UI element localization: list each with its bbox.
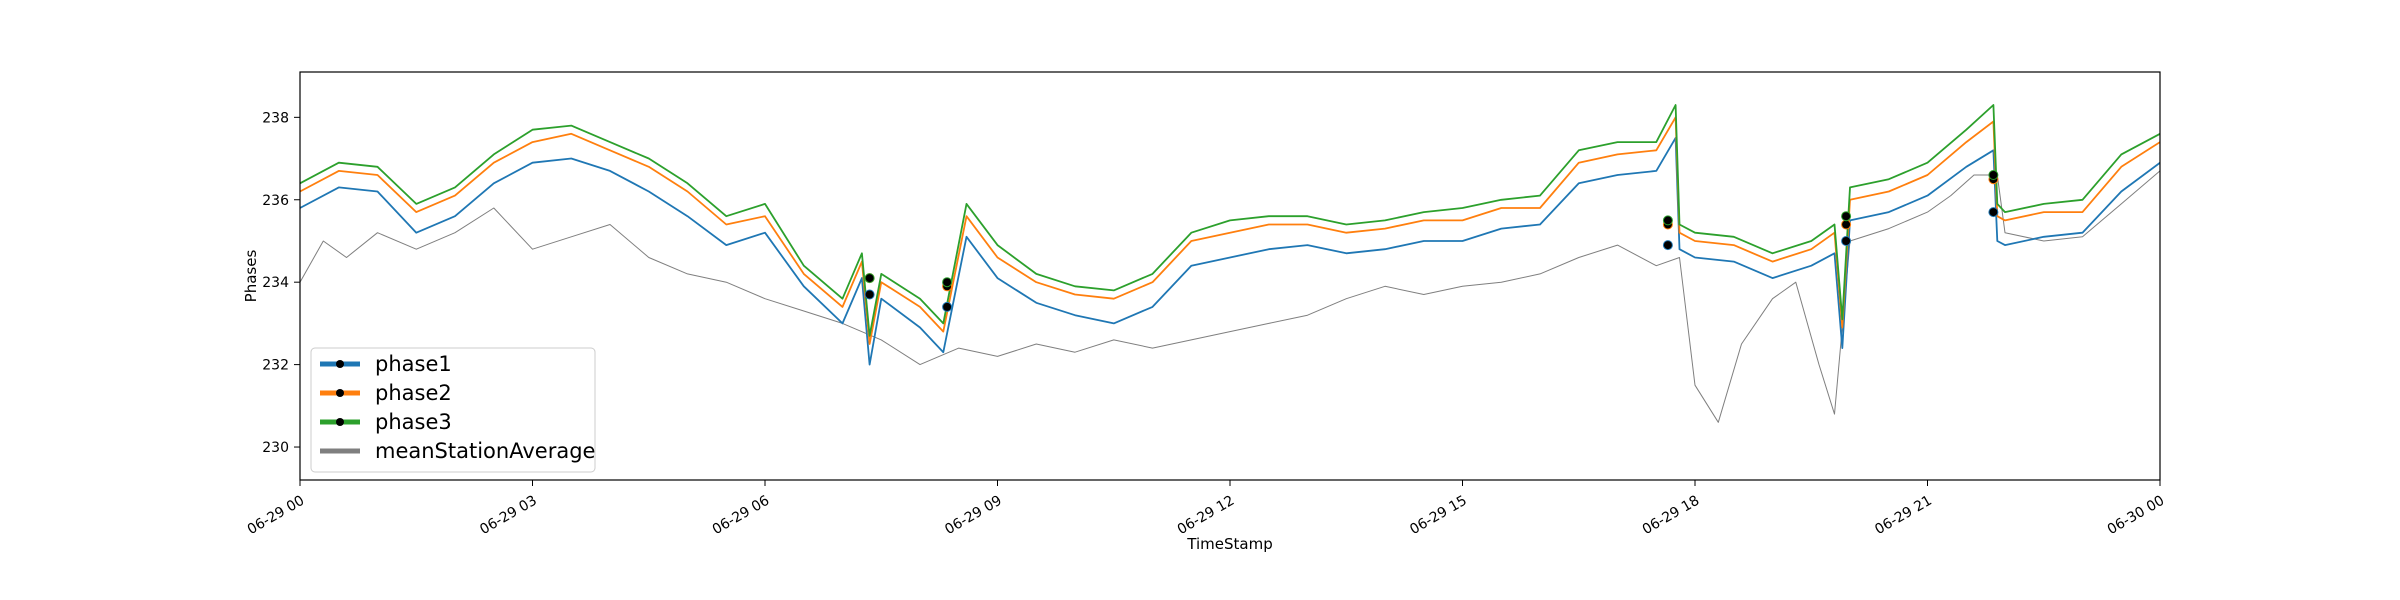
marker-layer: [864, 170, 1999, 312]
marker-phase1-2: [1662, 240, 1673, 251]
y-tick-label-4: 238: [262, 110, 289, 126]
legend-marker-phase2: [336, 389, 344, 397]
x-axis-label: TimeStamp: [1186, 535, 1272, 553]
series-line-meanStationAverage: [299, 170, 2161, 423]
y-tick-label-2: 234: [262, 275, 289, 291]
y-axis-label: Phases: [242, 250, 260, 303]
marker-phase1-0: [864, 289, 875, 300]
marker-phase1-1: [942, 301, 953, 312]
legend-label-phase3: phase3: [375, 410, 452, 434]
y-tick-label-1: 232: [262, 358, 289, 374]
legend-label-meanStationAverage: meanStationAverage: [375, 439, 595, 463]
legend-label-phase1: phase1: [375, 352, 452, 376]
legend-label-phase2: phase2: [375, 381, 452, 405]
marker-phase3-2: [1662, 215, 1673, 226]
marker-phase3-1: [942, 277, 953, 288]
legend: phase1 phase2 phase3 meanStationAverage: [310, 347, 596, 473]
marker-phase2-3: [1841, 219, 1852, 230]
legend-box: [310, 347, 596, 473]
series-line-phase1: [299, 136, 2161, 366]
series-layer: [299, 104, 2161, 423]
legend-marker-phase1: [336, 360, 344, 368]
series-line-phase3: [299, 104, 2161, 337]
series-line-phase2: [299, 116, 2161, 345]
marker-phase3-4: [1988, 170, 1999, 180]
y-tick-label-3: 236: [262, 193, 289, 209]
marker-phase1-3: [1841, 236, 1852, 246]
legend-marker-phase3: [336, 418, 344, 426]
y-axis-ticks: 230 232 234 236 238: [262, 110, 300, 456]
marker-phase1-4: [1988, 207, 1999, 218]
marker-phase3-3: [1841, 211, 1852, 222]
marker-phase3-0: [864, 273, 875, 284]
y-tick-label-0: 230: [262, 440, 289, 456]
